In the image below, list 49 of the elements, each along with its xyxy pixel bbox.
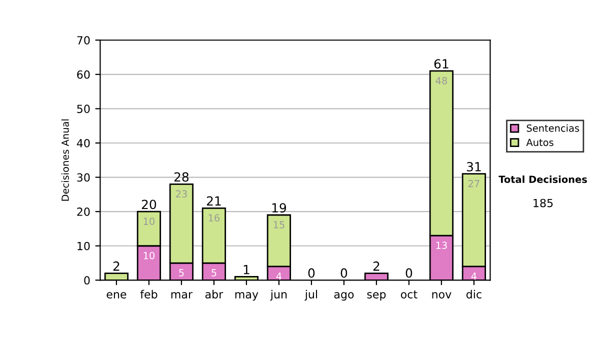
data-label: 15 xyxy=(274,221,284,228)
total-label: 1 xyxy=(244,265,250,274)
x-tick-label: sep xyxy=(367,292,386,301)
data-label: 23 xyxy=(176,190,187,198)
x-tick-label: nov xyxy=(432,292,452,298)
total-label: 0 xyxy=(340,268,348,278)
data-label: 13 xyxy=(436,242,447,249)
total-label: 19 xyxy=(272,203,286,213)
y-axis-title: Decisiones Anual xyxy=(61,119,69,201)
x-tick-label: may xyxy=(235,292,258,301)
x-tick-label: jun xyxy=(270,290,287,301)
x-tick-label: oct xyxy=(400,290,418,298)
legend-label: Autos xyxy=(526,138,554,146)
y-tick-label: 20 xyxy=(77,208,90,216)
total-label: 0 xyxy=(308,268,315,278)
total-label: 21 xyxy=(206,196,221,206)
legend-label: Sentencias xyxy=(526,124,580,132)
x-tick-label: dic xyxy=(466,290,482,298)
y-tick-label: 40 xyxy=(76,138,90,148)
data-label: 48 xyxy=(436,77,447,84)
x-tick-label: ago xyxy=(334,292,354,301)
total-label: 20 xyxy=(142,200,156,210)
data-label: 5 xyxy=(179,269,184,276)
x-tick-label: ene xyxy=(106,292,126,298)
text: Total Decisiones xyxy=(498,175,587,184)
total-label: 2 xyxy=(373,261,380,271)
data-label: 10 xyxy=(144,252,154,260)
total-label: 0 xyxy=(406,268,412,278)
total-label: 31 xyxy=(466,162,481,172)
total-label: 61 xyxy=(434,59,448,69)
data-label: 4 xyxy=(276,272,282,280)
y-tick-label: 60 xyxy=(77,70,90,79)
y-tick-label: 0 xyxy=(84,276,90,285)
total-label: 28 xyxy=(174,172,189,182)
y-tick-label: 50 xyxy=(77,104,90,114)
x-tick-label: abr xyxy=(205,290,224,298)
y-tick-label: 10 xyxy=(78,242,90,250)
x-tick-label: feb xyxy=(140,290,158,298)
data-label: 27 xyxy=(468,180,480,188)
data-label: 4 xyxy=(471,272,476,280)
data-label: 5 xyxy=(212,269,216,276)
x-tick-label: mar xyxy=(171,292,193,298)
data-label: 10 xyxy=(144,218,154,225)
data-label: 16 xyxy=(208,214,220,222)
total-label: 2 xyxy=(113,261,120,271)
x-tick-label: jul xyxy=(304,290,318,301)
y-tick-label: 30 xyxy=(77,173,90,182)
text: 185 xyxy=(534,198,553,208)
y-tick-label: 70 xyxy=(77,36,90,44)
